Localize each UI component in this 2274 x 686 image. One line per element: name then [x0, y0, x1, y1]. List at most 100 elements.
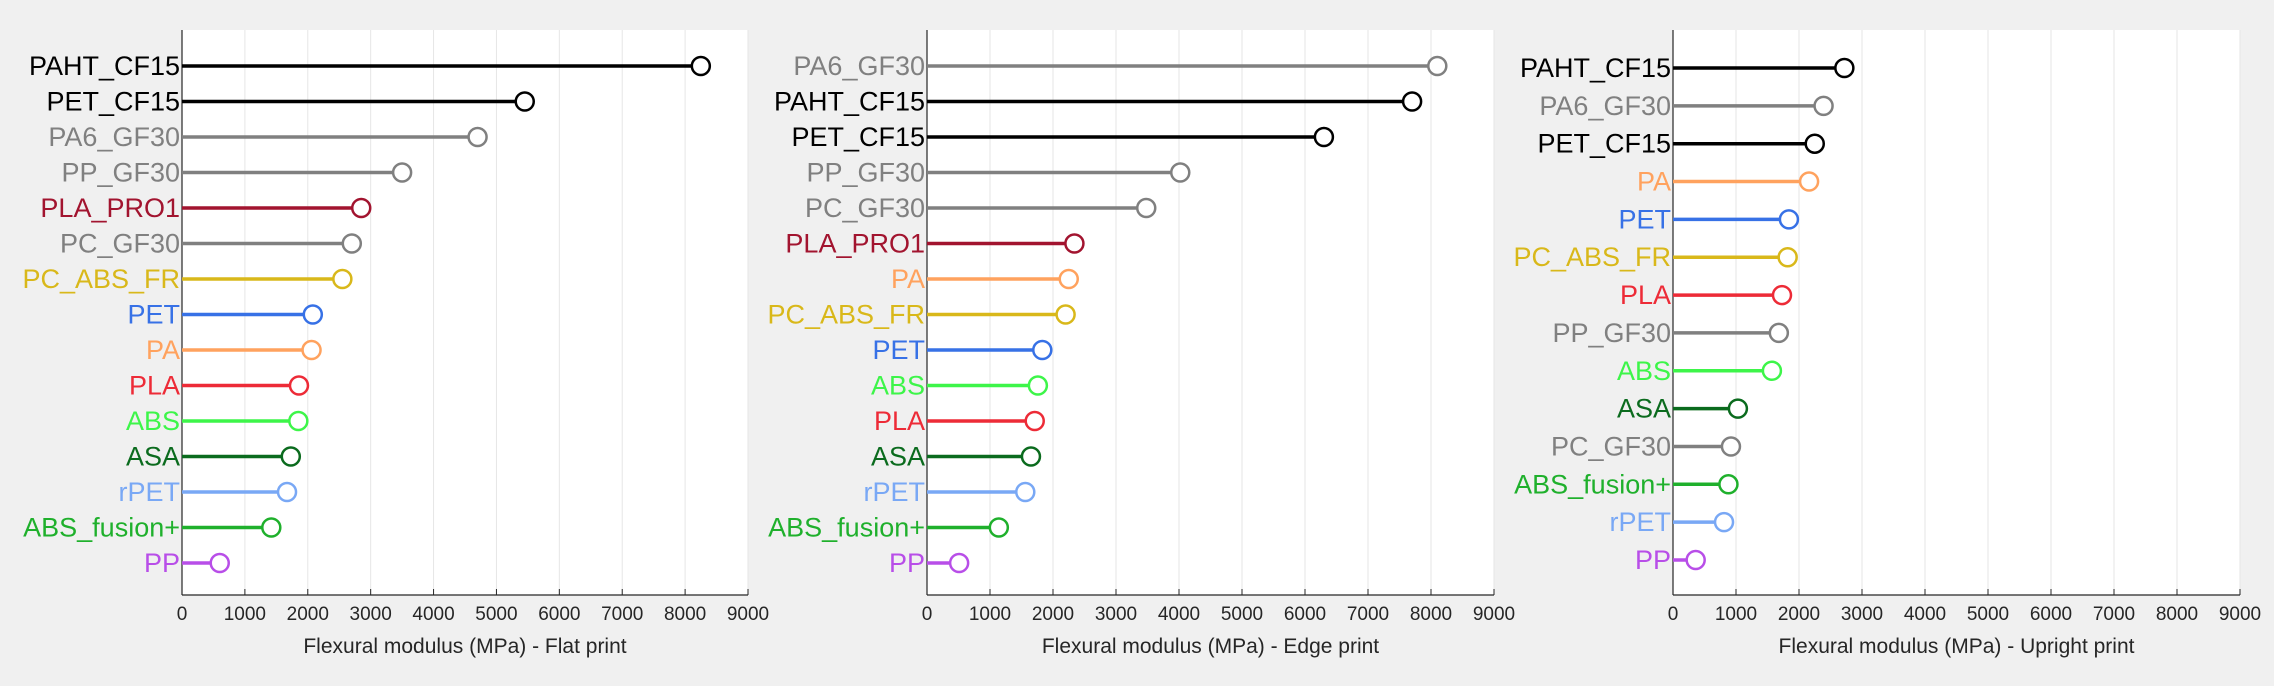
chart-panel-2: 0 1000 2000 3000 4000 5000 6000 7000 8000 9000 Fle… [767, 30, 1515, 658]
x-tick-label: 6000 [1284, 604, 1326, 625]
category-label-PC_GF30: PC_GF30 [60, 229, 180, 259]
category-label-PET_CF15: PET_CF15 [1537, 129, 1671, 159]
category-label-PP: PP [889, 548, 925, 578]
marker-PC_GF30 [1720, 436, 1742, 457]
category-label-ABS_fusion+: ABS_fusion+ [23, 513, 180, 543]
marker-PC_ABS_FR [1055, 304, 1076, 325]
category-label-PLA: PLA [129, 371, 180, 401]
marker-PA [301, 339, 322, 361]
category-label-PA: PA [891, 264, 925, 294]
marker-ASA [1020, 446, 1042, 467]
category-label-PLA_PRO1: PLA_PRO1 [785, 229, 925, 259]
category-label-PA6_GF30: PA6_GF30 [48, 122, 180, 152]
x-tick-label: 8000 [1410, 604, 1452, 625]
x-tick-label: 4000 [1904, 604, 1946, 625]
marker-rPET [1713, 511, 1735, 533]
category-label-PAHT_CF15: PAHT_CF15 [29, 51, 180, 81]
category-label-PP_GF30: PP_GF30 [1552, 318, 1671, 348]
x-tick-label: 3000 [350, 604, 392, 625]
marker-PC_GF30 [1135, 197, 1157, 219]
category-label-ABS_fusion+: ABS_fusion+ [768, 513, 925, 543]
marker-PP_GF30 [1768, 322, 1790, 344]
marker-PC_GF30 [341, 233, 363, 254]
marker-PP [209, 552, 230, 574]
category-label-PAHT_CF15: PAHT_CF15 [1520, 53, 1671, 83]
x-tick-label: 0 [922, 604, 933, 625]
plot-area [927, 30, 1494, 595]
x-tick-label: 7000 [2093, 604, 2135, 625]
x-tick-label: 5000 [1221, 604, 1263, 625]
marker-PET_CF15 [1804, 133, 1825, 154]
x-tick-label: 0 [1668, 604, 1679, 625]
category-label-ABS: ABS [1617, 356, 1671, 386]
category-label-PA: PA [146, 335, 180, 365]
marker-PET [1778, 209, 1800, 230]
marker-PP_GF30 [391, 162, 413, 183]
category-label-PC_ABS_FR: PC_ABS_FR [22, 264, 180, 294]
marker-PA6_GF30 [1813, 95, 1834, 117]
marker-rPET [276, 481, 298, 503]
x-tick-label: 9000 [1473, 604, 1515, 625]
category-label-ASA: ASA [1617, 394, 1671, 424]
x-tick-label: 4000 [412, 604, 454, 625]
x-tick-label: 9000 [727, 604, 769, 625]
category-label-ABS: ABS [871, 371, 925, 401]
marker-PET [1032, 339, 1053, 361]
category-label-ABS_fusion+: ABS_fusion+ [1514, 469, 1671, 499]
marker-PET_CF15 [514, 91, 535, 112]
category-label-ASA: ASA [871, 442, 925, 472]
x-tick-label: 8000 [664, 604, 706, 625]
category-label-PA: PA [1637, 167, 1671, 197]
marker-PET_CF15 [1313, 126, 1335, 148]
category-label-rPET: rPET [863, 477, 925, 507]
category-label-PC_ABS_FR: PC_ABS_FR [1513, 242, 1671, 272]
category-label-PC_GF30: PC_GF30 [805, 193, 925, 223]
category-label-PET: PET [127, 300, 180, 330]
chart-panel-3: 0 1000 2000 3000 4000 5000 6000 7000 8000 9000 Fle… [1513, 30, 2261, 658]
marker-PLA_PRO1 [350, 197, 372, 219]
category-label-PET_CF15: PET_CF15 [791, 122, 925, 152]
category-label-PAHT_CF15: PAHT_CF15 [774, 87, 925, 117]
x-tick-label: 6000 [2030, 604, 2072, 625]
marker-PLA [288, 375, 310, 396]
marker-PP [948, 552, 970, 574]
category-label-ASA: ASA [126, 442, 180, 472]
category-label-rPET: rPET [1609, 507, 1671, 537]
category-label-PC_ABS_FR: PC_ABS_FR [767, 300, 925, 330]
x-tick-label: 1000 [969, 604, 1011, 625]
marker-PLA_PRO1 [1064, 233, 1085, 254]
marker-ASA [280, 446, 302, 467]
marker-ABS [288, 410, 309, 432]
plot-area [182, 30, 748, 595]
plot-area [1673, 30, 2240, 595]
x-tick-label: 9000 [2219, 604, 2261, 625]
marker-PA6_GF30 [1427, 55, 1448, 77]
category-label-ABS: ABS [126, 406, 180, 436]
x-tick-label: 8000 [2156, 604, 2198, 625]
category-label-PLA: PLA [874, 406, 925, 436]
marker-PC_ABS_FR [332, 268, 353, 290]
x-tick-label: 2000 [1032, 604, 1074, 625]
x-tick-label: 3000 [1095, 604, 1137, 625]
x-tick-label: 5000 [1967, 604, 2009, 625]
category-label-PET_CF15: PET_CF15 [46, 87, 180, 117]
x-tick-label: 7000 [1347, 604, 1389, 625]
marker-PA6_GF30 [467, 126, 488, 148]
marker-PAHT_CF15 [690, 55, 712, 77]
x-tick-label: 0 [177, 604, 188, 625]
category-label-PA6_GF30: PA6_GF30 [1539, 91, 1671, 121]
chart-panel-1: 0 1000 2000 3000 4000 5000 6000 7000 8000 9000 Fle… [22, 30, 769, 658]
x-axis-title: Flexural modulus (MPa) - Upright print [1779, 635, 2135, 658]
marker-rPET [1015, 481, 1036, 503]
marker-ABS_fusion+ [1718, 474, 1739, 495]
category-label-PA6_GF30: PA6_GF30 [793, 51, 925, 81]
marker-PC_ABS_FR [1777, 246, 1798, 268]
x-tick-label: 5000 [475, 604, 517, 625]
category-label-PP_GF30: PP_GF30 [806, 158, 925, 188]
category-label-PC_GF30: PC_GF30 [1551, 431, 1671, 461]
category-label-PET: PET [1618, 204, 1671, 234]
marker-PLA [1024, 410, 1045, 432]
marker-ABS_fusion+ [988, 517, 1010, 538]
category-label-PET: PET [872, 335, 925, 365]
